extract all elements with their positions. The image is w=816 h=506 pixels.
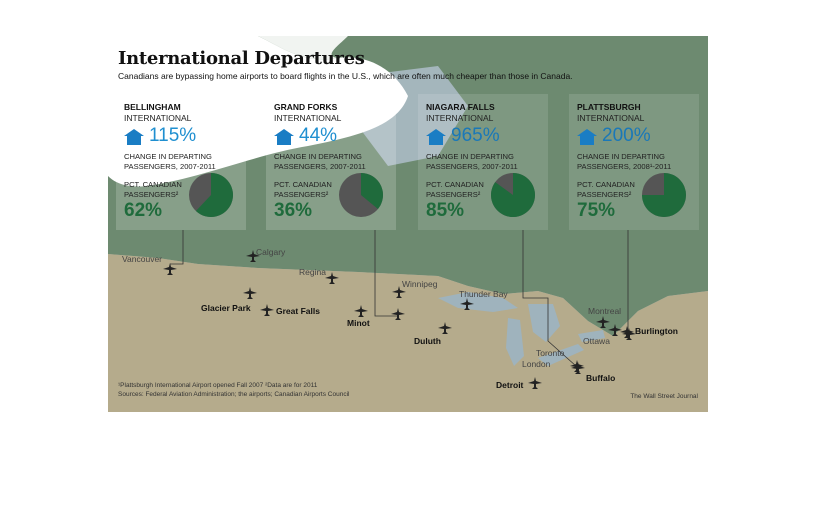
city-label-burlington: Burlington — [635, 326, 678, 336]
canadian-share-value: 75% — [577, 200, 616, 221]
plane-icon — [608, 324, 622, 336]
canadian-share-value: 36% — [274, 200, 313, 221]
lake-ontario — [578, 330, 605, 342]
plane-icon — [325, 272, 339, 284]
plane-icon — [260, 304, 274, 316]
change-value: 44% — [299, 125, 338, 146]
pie-canadian-slice — [361, 173, 383, 210]
plane-icon — [163, 263, 177, 275]
change-label: CHANGE IN DEPARTING PASSENGERS, 2007-201… — [124, 152, 216, 171]
airport-name: GRAND FORKS — [274, 102, 338, 112]
airport-type: INTERNATIONAL — [426, 113, 494, 123]
pie-chart — [189, 173, 233, 217]
city-label-ottawa: Ottawa — [583, 336, 610, 346]
plane-icon — [571, 362, 585, 374]
house-icon — [577, 129, 597, 145]
house-icon — [274, 129, 294, 145]
canadian-share-value: 62% — [124, 200, 163, 221]
plane-icon — [392, 286, 406, 298]
pie-chart — [339, 173, 383, 217]
pie-canadian-slice — [490, 173, 535, 217]
airport-type: INTERNATIONAL — [577, 113, 645, 123]
change-value: 115% — [149, 125, 197, 146]
credit: The Wall Street Journal — [630, 393, 698, 400]
pie-canadian-slice — [642, 173, 686, 217]
plane-icon — [596, 316, 610, 328]
header-swoosh-2 — [258, 36, 348, 60]
plane-icon — [438, 322, 452, 334]
lake-huron — [528, 304, 560, 342]
plane-icon — [391, 308, 405, 320]
city-label-detroit: Detroit — [496, 380, 524, 390]
airport-panel: PLATTSBURGH INTERNATIONAL 200% CHANGE IN DE… — [569, 94, 699, 230]
change-label: CHANGE IN DEPARTING PASSENGERS, 2008¹-20… — [577, 152, 672, 171]
city-label-vancouver: Vancouver — [122, 254, 163, 264]
leader-bellingham — [170, 230, 184, 265]
lake-erie — [538, 344, 584, 366]
city-label-glacier-park: Glacier Park — [201, 303, 251, 313]
airport-name: NIAGARA FALLS — [426, 102, 495, 112]
plane-icon — [246, 250, 260, 262]
change-label: CHANGE IN DEPARTING PASSENGERS, 2007-201… — [274, 152, 366, 171]
change-value: 200% — [602, 125, 651, 146]
leader-niagara — [522, 230, 577, 367]
lake-superior — [438, 292, 518, 312]
pie-chart — [490, 173, 535, 217]
header-swoosh — [108, 36, 408, 187]
change-value: 965% — [451, 125, 500, 146]
infographic: International Departures Canadians are b… — [108, 36, 708, 412]
change-label: CHANGE IN DEPARTING PASSENGERS, 2007-201… — [426, 152, 518, 171]
pie-chart — [642, 173, 686, 217]
canadian-share-label: PCT. CANADIAN PASSENGERS² — [426, 180, 484, 199]
airport-panel: NIAGARA FALLS INTERNATIONAL 965% CHANGE IN … — [418, 94, 548, 230]
footnote-line-1: ¹Plattsburgh International Airport opene… — [118, 382, 318, 389]
airport-name: BELLINGHAM — [124, 102, 181, 112]
house-icon — [124, 129, 144, 145]
canadian-share-label: PCT. CANADIAN PASSENGERS² — [577, 180, 635, 199]
airport-name: PLATTSBURGH — [577, 102, 641, 112]
plane-icon — [528, 377, 542, 389]
city-label-montreal: Montreal — [588, 306, 622, 316]
city-label-minot: Minot — [347, 318, 370, 328]
us-land — [108, 254, 708, 412]
city-label-london: London — [522, 359, 551, 369]
canadian-share-label: PCT. CANADIAN PASSENGERS² — [124, 180, 182, 199]
city-label-duluth: Duluth — [414, 336, 441, 346]
page-subtitle: Canadians are bypassing home airports to… — [118, 71, 573, 81]
house-icon — [426, 129, 446, 145]
airport-type: INTERNATIONAL — [274, 113, 342, 123]
city-label-great-falls: Great Falls — [276, 306, 320, 316]
city-label-regina: Regina — [299, 267, 326, 277]
map — [108, 36, 708, 412]
plane-icon — [354, 305, 368, 317]
plane-icon — [243, 287, 257, 299]
leader-grand-forks — [374, 230, 397, 317]
canadian-share-value: 85% — [426, 200, 465, 221]
canadian-share-label: PCT. CANADIAN PASSENGERS² — [274, 180, 332, 199]
airport-type: INTERNATIONAL — [124, 113, 192, 123]
plane-icon — [622, 328, 636, 340]
city-label-winnipeg: Winnipeg — [402, 279, 438, 289]
pie-canadian-slice — [195, 173, 233, 217]
lake-michigan — [506, 318, 524, 366]
city-label-toronto: Toronto — [536, 348, 565, 358]
page-title: International Departures — [118, 48, 365, 69]
plane-icon — [460, 298, 474, 310]
airport-panel: GRAND FORKS INTERNATIONAL 44% CHANGE IN DEP… — [266, 94, 396, 230]
footnotes: ¹Plattsburgh International Airport opene… — [118, 381, 349, 399]
plane-icon — [620, 326, 634, 338]
airport-panel: BELLINGHAM INTERNATIONAL 115% CHANGE IN DEP… — [116, 94, 246, 230]
city-label-calgary: Calgary — [256, 247, 286, 257]
city-label-thunder-bay: Thunder Bay — [459, 289, 508, 299]
city-label-buffalo: Buffalo — [586, 373, 616, 383]
footnote-sources: Sources: Federal Aviation Administration… — [118, 391, 350, 398]
